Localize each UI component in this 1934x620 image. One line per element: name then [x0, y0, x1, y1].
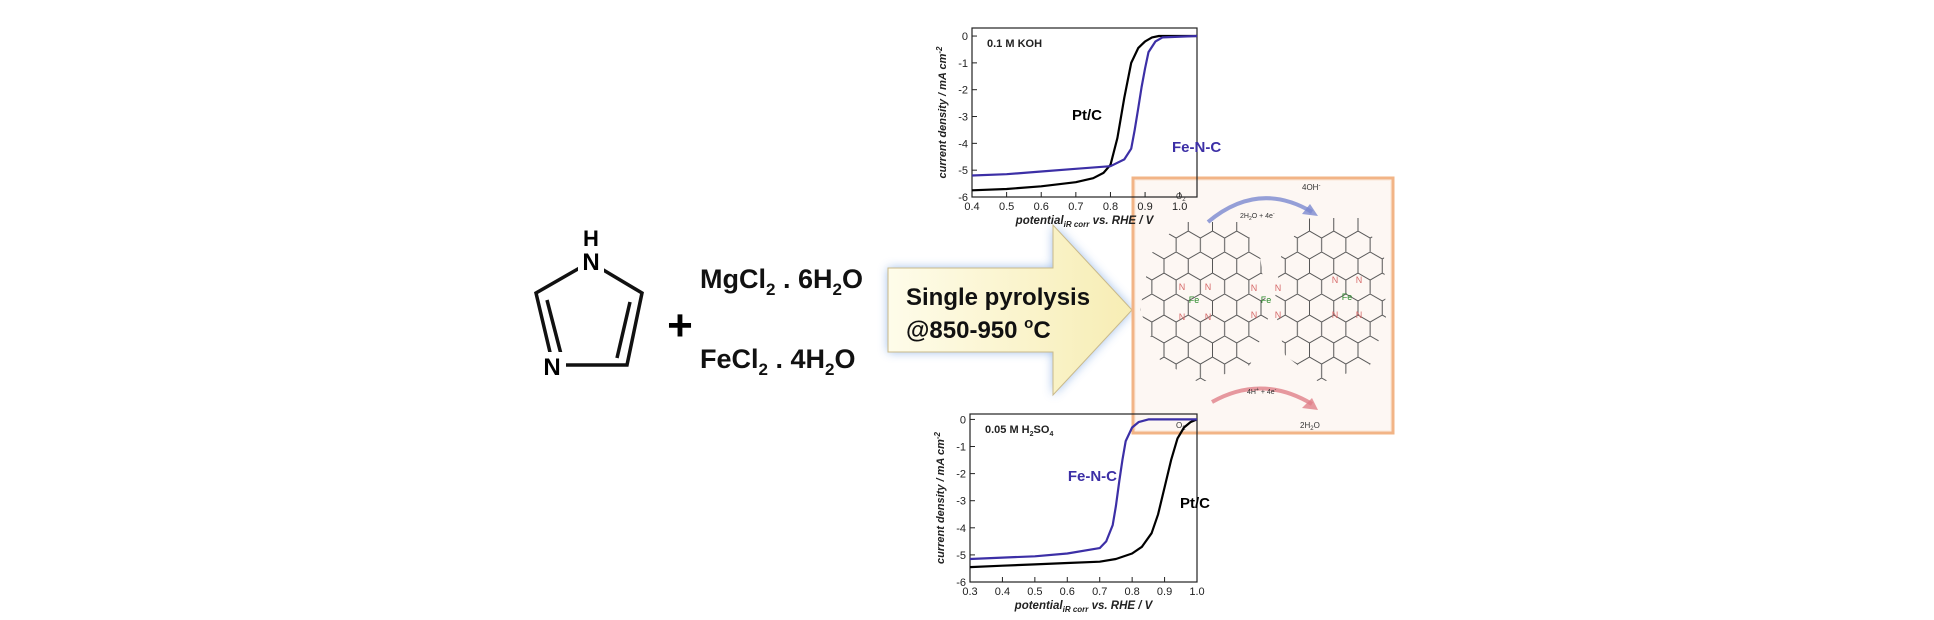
- x-tick-label: 0.6: [1060, 586, 1075, 598]
- n-atom: N: [1251, 283, 1258, 293]
- y-tick-label: -2: [956, 469, 966, 481]
- x-tick-label: 0.4: [995, 586, 1010, 598]
- x-tick-label: 0.7: [1092, 586, 1107, 598]
- h2so4-polarization-chart: 0.3 0.4 0.5 0.6 0.7 0.8 0.9 1.0 0 -1 -2 -3 -4 -5 -6 pot…: [933, 413, 1210, 614]
- n-atom: N: [1179, 312, 1186, 322]
- y-tick-label: 0: [960, 414, 966, 426]
- alkaline-product: 4OH-: [1302, 183, 1320, 192]
- plus-sign: +: [667, 301, 693, 350]
- series-label-pt-c: Pt/C: [1072, 107, 1102, 124]
- y-tick-label: -3: [958, 112, 968, 124]
- n-atom: N: [1356, 275, 1363, 285]
- mechanism-box: Fe Fe Fe N N N N N N N N N N N N O2 2H2O…: [1131, 176, 1395, 435]
- n-atom: N: [1332, 275, 1339, 285]
- x-axis-label: potentialiR corr vs. RHE / V: [1014, 600, 1154, 614]
- x-tick-label: 1.0: [1189, 586, 1204, 598]
- imidazole-ring: [533, 259, 644, 367]
- n-atom: N: [1275, 310, 1282, 320]
- x-axis-label: potentialiR corr vs. RHE / V: [1015, 215, 1155, 229]
- y-tick-label: -5: [958, 165, 968, 177]
- imidazole-nh-h: H: [583, 226, 599, 251]
- alkaline-conditions: 2H2O + 4e-: [1240, 211, 1275, 222]
- x-tick-label: 0.3: [962, 586, 977, 598]
- fe-site-left: Fe: [1189, 295, 1200, 305]
- n-atom: N: [1332, 310, 1339, 320]
- pyrolysis-label-line1: Single pyrolysis: [906, 284, 1090, 311]
- x-tick-label: 0.7: [1068, 201, 1083, 213]
- y-tick-label: -1: [956, 442, 966, 454]
- y-tick-label: -3: [956, 496, 966, 508]
- n-atom: N: [1205, 312, 1212, 322]
- series-line-fe-n-c: [969, 418, 1197, 561]
- reagent-mgcl2: MgCl2 . 6H2O: [700, 264, 863, 299]
- series-label-fe-n-c: Fe-N-C: [1068, 468, 1117, 485]
- n-atom: N: [1251, 310, 1258, 320]
- imidazole-double-bond-left: [545, 299, 564, 359]
- y-tick-label: 0: [962, 31, 968, 43]
- n-atom: N: [1275, 283, 1282, 293]
- y-tick-label: -6: [956, 577, 966, 589]
- plot-frame: [969, 413, 1198, 583]
- fe-n4-sites: Fe Fe Fe N N N N N N N N N N N N: [1179, 275, 1363, 322]
- x-tick-label: 1.0: [1172, 201, 1187, 213]
- x-tick-label: 0.5: [999, 201, 1014, 213]
- acidic-conditions: 4H+ + 4e-: [1247, 387, 1277, 396]
- n-atom: N: [1205, 282, 1212, 292]
- y-tick-label: -4: [958, 138, 968, 150]
- x-tick-label: 0.9: [1157, 586, 1172, 598]
- y-axis-label: current density / mA cm-2: [933, 431, 947, 564]
- imidazole-double-bond-right: [615, 301, 632, 359]
- fe-site-right: Fe: [1342, 292, 1353, 302]
- acidic-reaction-arrow: [1211, 386, 1314, 406]
- graphene-sheet-left: [1140, 222, 1268, 383]
- x-tick-label: 0.8: [1103, 201, 1118, 213]
- fe-site-middle: Fe: [1261, 295, 1272, 305]
- pyrolysis-arrow: Single pyrolysis @850-950 oC: [887, 223, 1133, 397]
- x-tick-label: 0.5: [1027, 586, 1042, 598]
- y-tick-label: -1: [958, 58, 968, 70]
- series-label-fe-n-c: Fe-N-C: [1172, 139, 1221, 156]
- x-tick-label: 0.8: [1124, 586, 1139, 598]
- reagent-fecl2: FeCl2 . 4H2O: [700, 344, 856, 379]
- alkaline-reaction-arrow: [1206, 196, 1314, 224]
- plot-frame: [971, 27, 1198, 198]
- acidic-product: 2H2O: [1300, 421, 1320, 432]
- series-line-pt-c: [969, 418, 1198, 569]
- imidazole-nh-n: N: [582, 249, 599, 276]
- x-tick-label: 0.4: [964, 201, 979, 213]
- x-tick-label: 0.9: [1137, 201, 1152, 213]
- y-axis-label: current density / mA cm-2: [935, 46, 949, 179]
- n-atom: N: [1179, 282, 1186, 292]
- y-tick-label: -6: [958, 192, 968, 204]
- x-tick-label: 0.6: [1034, 201, 1049, 213]
- electrolyte-label: 0.1 M KOH: [987, 38, 1042, 50]
- series-line-fe-n-c: [971, 34, 1198, 177]
- n-atom: N: [1356, 310, 1363, 320]
- series-line-pt-c: [971, 34, 1197, 192]
- electrolyte-label: 0.05 M H2SO4: [985, 424, 1053, 438]
- pyrolysis-label-line2: @850-950 oC: [906, 315, 1051, 344]
- y-tick-label: -4: [956, 523, 966, 535]
- series-label-pt-c: Pt/C: [1180, 495, 1210, 512]
- koh-polarization-chart: 0.4 0.5 0.6 0.7 0.8 0.9 1.0 0 -1 -2 -3 -4 -5 -6 potent…: [935, 27, 1221, 229]
- imidazole-structure: N H N: [533, 226, 644, 381]
- graphene-sheet-right: [1274, 218, 1386, 383]
- y-tick-label: -5: [956, 550, 966, 562]
- imidazole-n: N: [543, 354, 560, 381]
- y-tick-label: -2: [958, 85, 968, 97]
